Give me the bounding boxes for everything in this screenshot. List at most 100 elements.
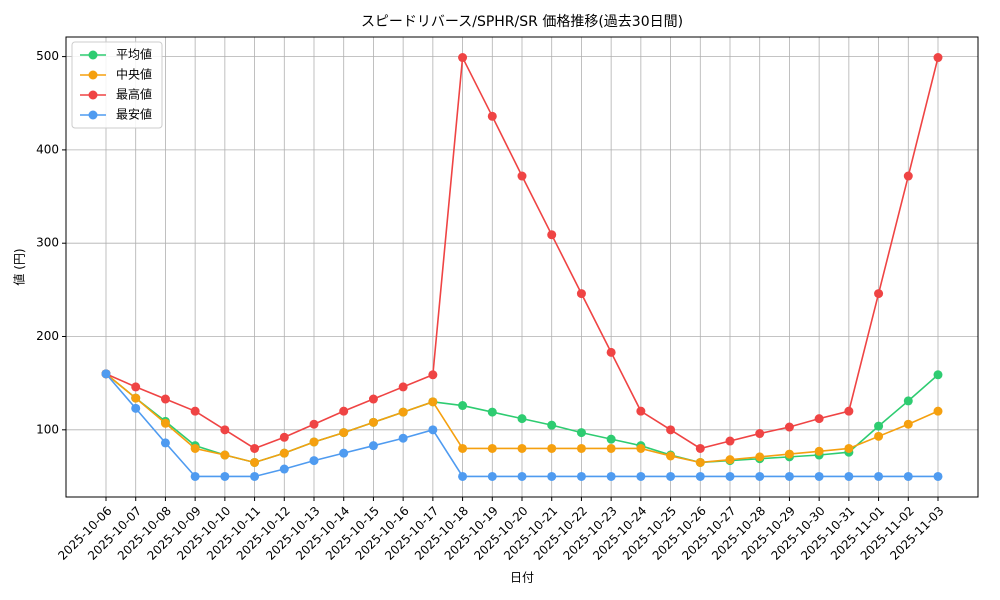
data-point [903,396,913,406]
data-point [309,456,319,466]
data-point [101,369,111,379]
data-point [487,407,497,417]
data-point [517,443,527,453]
data-point [666,425,676,435]
data-point [309,437,319,447]
y-tick-label: 200 [36,329,59,343]
y-tick-label: 400 [36,142,59,156]
legend-marker [88,70,98,80]
data-point [309,419,319,429]
data-point [933,406,943,416]
data-point [131,382,141,392]
data-point [606,443,616,453]
data-point [428,370,438,380]
data-point [458,471,468,481]
data-point [844,406,854,416]
y-tick-label: 500 [36,49,59,63]
data-point [844,443,854,453]
data-point [160,394,170,404]
data-point [547,443,557,453]
data-point [695,471,705,481]
data-point [666,471,676,481]
data-point [547,420,557,430]
data-point [725,471,735,481]
data-point [339,428,349,438]
y-tick-label: 100 [36,422,59,436]
data-point [160,438,170,448]
data-point [279,464,289,474]
data-point [784,471,794,481]
data-point [131,403,141,413]
x-axis-label: 日付 [510,571,534,585]
data-point [576,428,586,438]
data-point [250,443,260,453]
data-point [725,436,735,446]
data-point [131,393,141,403]
data-point [903,419,913,429]
data-point [666,451,676,461]
data-point [547,471,557,481]
data-point [487,443,497,453]
data-point [784,422,794,432]
data-point [606,347,616,357]
data-point [844,471,854,481]
data-point [368,394,378,404]
data-point [398,433,408,443]
data-point [398,382,408,392]
data-point [458,53,468,63]
data-point [606,434,616,444]
data-point [160,418,170,428]
data-point [190,406,200,416]
data-point [428,397,438,407]
data-point [874,421,884,431]
data-point [903,171,913,181]
data-point [933,471,943,481]
legend-label: 最高値 [116,87,152,102]
data-point [487,111,497,121]
data-point [755,429,765,439]
data-point [220,425,230,435]
data-point [636,471,646,481]
data-point [784,449,794,459]
data-point [903,471,913,481]
data-point [190,443,200,453]
data-point [636,443,646,453]
data-point [874,289,884,299]
y-axis-label: 値 (円) [12,248,27,285]
data-point [814,446,824,456]
plot-frame [65,36,979,498]
data-point [517,414,527,424]
legend-label: 中央値 [116,67,152,82]
legend-label: 最安値 [116,107,152,122]
data-point [725,455,735,465]
data-point [428,425,438,435]
data-point [190,471,200,481]
data-point [250,471,260,481]
data-point [695,443,705,453]
legend-marker [88,90,98,100]
data-point [398,407,408,417]
data-point [755,452,765,462]
data-point [755,471,765,481]
data-point [517,471,527,481]
data-point [695,457,705,467]
data-point [517,171,527,181]
data-point [279,448,289,458]
data-point [874,471,884,481]
legend-box [71,41,163,129]
data-point [220,450,230,460]
y-tick-label: 300 [36,236,59,250]
data-point [547,230,557,240]
data-point [814,414,824,424]
data-point [339,448,349,458]
data-point [814,471,824,481]
data-point [458,401,468,411]
data-point [279,432,289,442]
data-point [576,443,586,453]
data-point [250,457,260,467]
data-point [606,471,616,481]
data-point [368,417,378,427]
data-point [458,443,468,453]
